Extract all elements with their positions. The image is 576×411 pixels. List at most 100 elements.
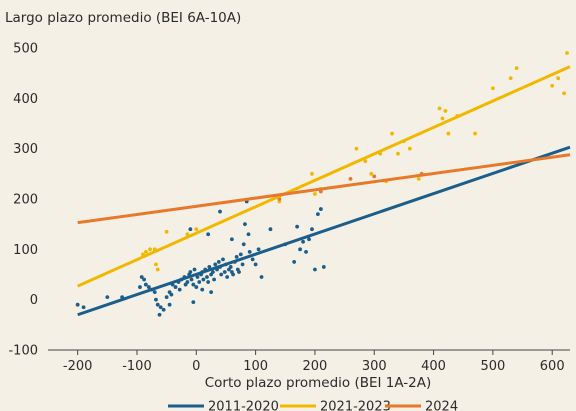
scatter-point — [143, 282, 148, 287]
scatter-point — [222, 270, 227, 274]
scatter-point — [310, 227, 314, 232]
scatter-point — [363, 159, 368, 164]
scatter-point — [194, 285, 199, 289]
scatter-point — [396, 151, 400, 156]
scatter-point — [191, 300, 196, 305]
scatter-point — [75, 302, 80, 307]
scatter-point — [321, 265, 326, 269]
scatter-point — [440, 116, 445, 121]
scatter-point — [192, 267, 197, 272]
scatter-point — [218, 209, 222, 214]
scatter-point — [164, 229, 169, 234]
y-axis-ticks: -100 0 100 200 300 400 500 — [8, 42, 38, 359]
scatter-point — [188, 227, 193, 232]
data-points — [75, 51, 569, 317]
y-tick-label: -100 — [8, 344, 38, 359]
legend-label: 2021-2023 — [320, 400, 391, 411]
scatter-point — [250, 257, 255, 262]
scatter-point — [514, 66, 519, 71]
scatter-point — [246, 232, 251, 237]
y-tick-label: 200 — [13, 193, 38, 208]
scatter-point — [240, 262, 245, 267]
scatter-point — [301, 239, 305, 244]
scatter-point — [157, 312, 162, 317]
scatter-point — [213, 262, 218, 267]
scatter-point — [200, 287, 205, 292]
scatter-point — [562, 91, 566, 96]
scatter-point — [206, 232, 211, 237]
x-tick-label: -100 — [122, 359, 152, 374]
trend-line — [77, 65, 571, 288]
scatter-point — [310, 171, 314, 176]
scatter-point — [318, 207, 323, 211]
x-axis-title: Corto plazo promedio (BEI 1A-2A) — [205, 375, 432, 391]
scatter-point — [234, 254, 239, 259]
x-tick-label: 0 — [192, 359, 200, 374]
x-tick-label: 200 — [303, 359, 328, 374]
scatter-point — [508, 76, 513, 81]
scatter-point — [207, 265, 212, 269]
scatter-point — [416, 176, 421, 181]
scatter-point — [139, 275, 144, 279]
scatter-point — [369, 171, 374, 176]
x-tick-label: 500 — [480, 359, 505, 374]
scatter-point — [152, 290, 157, 295]
scatter-point — [292, 260, 297, 264]
scatter-point — [154, 262, 158, 267]
scatter-point — [211, 270, 215, 274]
legend-label: 2011-2020 — [208, 400, 279, 411]
scatter-point — [167, 302, 172, 307]
scatter-point — [142, 277, 146, 282]
y-tick-label: 0 — [30, 293, 38, 308]
scatter-point — [143, 249, 148, 254]
scatter-point — [256, 247, 261, 252]
scatter-point — [229, 237, 234, 242]
scatter-point — [238, 252, 243, 257]
scatter-point — [565, 51, 569, 55]
scatter-point — [231, 272, 235, 277]
scatter-point — [315, 212, 320, 217]
scatter-point — [228, 265, 233, 269]
scatter-point — [550, 83, 555, 88]
scatter-point — [313, 192, 317, 196]
scatter-point — [158, 305, 163, 310]
x-tick-label: -200 — [63, 359, 93, 374]
trend-line — [77, 145, 571, 317]
scatter-point — [161, 307, 166, 312]
scatter-point — [188, 270, 193, 274]
scatter-point — [185, 280, 190, 284]
scatter-point — [138, 285, 142, 289]
scatter-point — [372, 174, 377, 179]
x-tick-label: 100 — [243, 359, 268, 374]
scatter-point — [304, 249, 308, 254]
scatter-point — [205, 275, 209, 279]
scatter-point — [169, 292, 174, 297]
scatter-point — [173, 285, 178, 289]
scatter-point — [164, 295, 169, 300]
scatter-point — [307, 237, 311, 242]
scatter-point — [556, 76, 561, 81]
scatter-point — [197, 280, 202, 284]
scatter-point — [490, 86, 495, 91]
scatter-point — [219, 272, 224, 277]
scatter-point — [443, 109, 448, 113]
scatter-point — [206, 280, 211, 284]
trend-lines — [77, 65, 571, 317]
scatter-point — [105, 295, 110, 300]
y-tick-label: 400 — [13, 92, 38, 107]
scatter-point — [209, 290, 214, 295]
scatter-point — [446, 131, 451, 136]
x-tick-label: 600 — [540, 359, 565, 374]
scatter-point — [253, 262, 258, 267]
y-axis-title: Largo plazo promedio (BEI 6A-10A) — [5, 10, 241, 26]
scatter-point — [201, 277, 206, 282]
scatter-point — [191, 282, 196, 287]
y-tick-label: 300 — [13, 142, 38, 157]
x-tick-label: 400 — [421, 359, 446, 374]
scatter-point — [194, 227, 199, 232]
x-tick-label: 300 — [362, 359, 387, 374]
scatter-point — [225, 275, 230, 279]
trend-line — [77, 153, 571, 225]
scatter-point — [148, 247, 152, 252]
